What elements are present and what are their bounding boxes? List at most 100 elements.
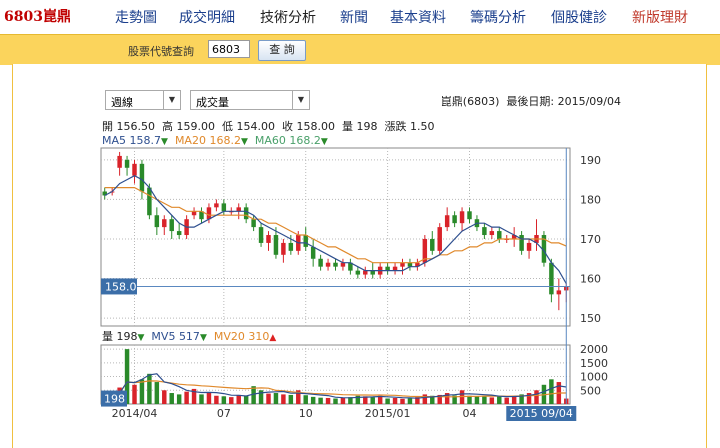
current-price-tag <box>101 278 137 295</box>
volume-bar <box>191 388 197 404</box>
candle-body <box>169 219 174 232</box>
last-date: 2015/09/04 <box>557 95 621 108</box>
candle-body <box>288 242 294 251</box>
candle-body <box>415 262 420 267</box>
candle-body <box>422 238 428 263</box>
ma60-label: MA60 <box>254 134 286 147</box>
candle-body <box>243 207 249 220</box>
x-tick-label: 07 <box>217 407 231 420</box>
volume-bar <box>482 395 487 404</box>
top-nav: 6803崑鼎 走勢圖 成交明細 技術分析 新聞 基本資料 籌碼分析 個股健診 新… <box>0 0 720 34</box>
volume-bar <box>526 393 532 404</box>
candle-body <box>154 215 160 228</box>
volume-bar <box>534 390 539 404</box>
stock-code-input[interactable] <box>208 40 250 58</box>
x-tick-label: 2015/01 <box>365 407 411 420</box>
candle-body <box>273 235 279 255</box>
indicator-select-value: 成交量 <box>196 96 229 109</box>
vol-value: 198 <box>116 330 138 343</box>
nav-item-new-finance[interactable]: 新版理財 <box>632 10 688 26</box>
last-date-label: 最後日期: <box>506 95 555 108</box>
volume-bar <box>169 393 174 404</box>
candle-body <box>251 219 256 228</box>
query-button[interactable]: 查 詢 <box>258 40 306 61</box>
low-label: 低 <box>222 120 233 133</box>
query-bar: 股票代號查詢 查 詢 <box>0 34 720 65</box>
candle-body <box>124 159 130 168</box>
candle-body <box>281 242 286 255</box>
volume-bar <box>504 397 509 404</box>
candle-body <box>363 270 368 275</box>
candle-body <box>132 163 137 176</box>
volume-bar <box>266 393 271 404</box>
chevron-down-icon: ▼ <box>292 91 309 109</box>
candle-body <box>325 262 331 267</box>
volume-bar <box>459 390 465 404</box>
candle-body <box>385 266 390 271</box>
volume-bar <box>229 397 234 404</box>
volume-bar <box>221 396 227 404</box>
volume-bar <box>318 397 323 404</box>
low-value: 154.00 <box>236 120 276 133</box>
down-triangle-icon: ▼ <box>240 137 248 147</box>
volume-bar <box>162 390 167 404</box>
volume-bar <box>511 395 517 404</box>
ma20-label: MA20 <box>174 134 206 147</box>
volume-bar <box>437 394 442 404</box>
volume-tick-label: 1000 <box>580 371 608 384</box>
candle-body <box>444 215 450 228</box>
volume-bar <box>370 397 375 404</box>
volume-bar <box>184 391 189 404</box>
down-triangle-icon: ▼ <box>320 137 328 147</box>
ma-row: MA5 158.7▼ MA20 168.2▼ MA60 168.2▼ <box>102 134 328 147</box>
price-tick-label: 190 <box>580 154 601 167</box>
x-tick-label: 04 <box>463 407 477 420</box>
period-select[interactable]: 週線 ▼ <box>105 90 181 110</box>
volume-bar <box>333 398 338 404</box>
volume-label: 量 <box>342 120 353 133</box>
volume-bar <box>139 379 145 404</box>
volume-bar <box>214 395 219 404</box>
volume-bar <box>363 396 368 404</box>
nav-item-technical-analysis[interactable]: 技術分析 <box>260 10 316 26</box>
nav-item-news[interactable]: 新聞 <box>340 10 368 26</box>
volume-bar <box>489 397 495 404</box>
candle-body <box>541 235 547 263</box>
nav-item-basic-info[interactable]: 基本資料 <box>390 10 446 26</box>
volume-bar <box>392 397 398 404</box>
candle-body <box>206 207 212 220</box>
current-date-label: 2015 09/04 <box>510 407 573 420</box>
candle-body <box>437 227 442 251</box>
down-triangle-icon: ▼ <box>137 333 145 343</box>
brand-title: 6803崑鼎 <box>4 9 71 25</box>
volume-bar <box>251 386 256 404</box>
close-label: 收 <box>282 120 293 133</box>
volume-bar <box>303 395 308 404</box>
candle-body <box>303 235 308 247</box>
candle-body <box>191 211 197 216</box>
candle-body <box>236 207 241 212</box>
volume-bar <box>325 397 331 404</box>
nav-item-trade-details[interactable]: 成交明細 <box>179 10 235 26</box>
ma20-value: 168.2 <box>209 134 241 147</box>
volume-bar <box>296 390 301 404</box>
open-value: 156.50 <box>116 120 156 133</box>
candle-body <box>355 270 361 275</box>
candle-body <box>318 258 323 267</box>
candle-body <box>549 262 554 295</box>
candle-body <box>452 215 457 224</box>
volume-bar <box>206 392 212 404</box>
volume-bar <box>273 393 279 404</box>
nav-item-intraday[interactable]: 走勢圖 <box>115 10 157 26</box>
candle-body <box>199 211 204 220</box>
candle-body <box>340 262 346 267</box>
nav-item-stock-checkup[interactable]: 個股健診 <box>551 10 607 26</box>
volume-tick-label: 2000 <box>580 343 608 356</box>
candle-body <box>139 163 145 192</box>
down-triangle-icon: ▼ <box>199 333 207 343</box>
nav-item-chip-analysis[interactable]: 籌碼分析 <box>470 10 526 26</box>
indicator-select[interactable]: 成交量 ▼ <box>190 90 310 110</box>
volume-bar <box>258 390 264 404</box>
volume-bar <box>474 396 480 404</box>
